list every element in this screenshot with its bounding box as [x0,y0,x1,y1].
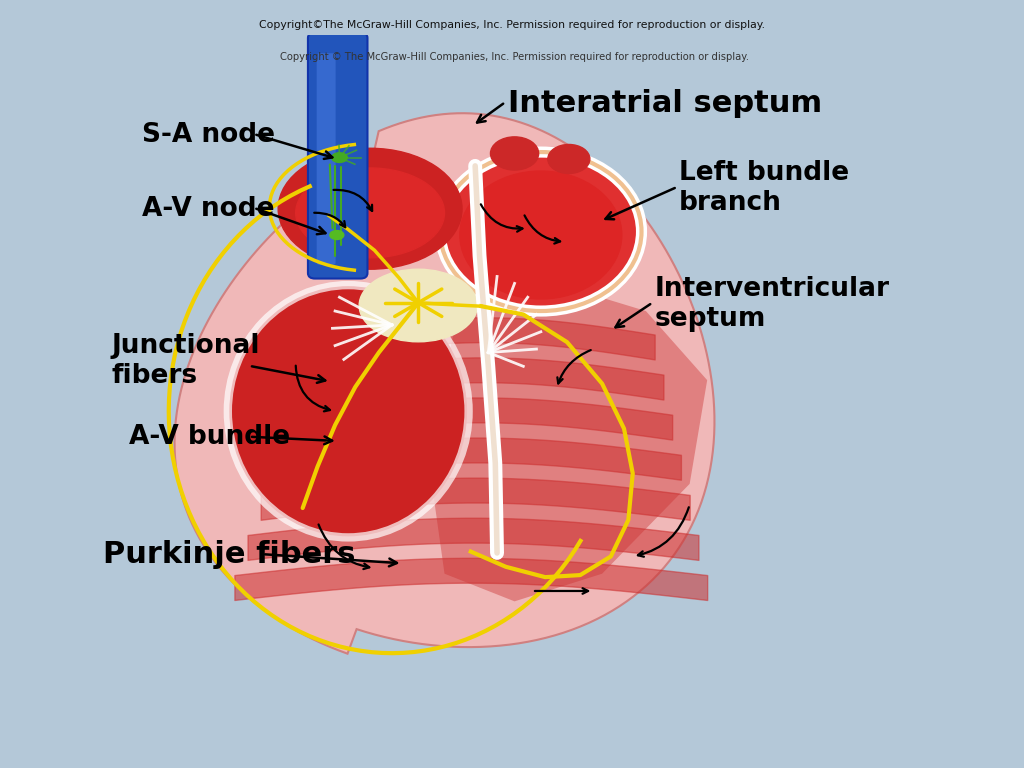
Text: Purkinje fibers: Purkinje fibers [103,540,355,569]
Text: A-V node: A-V node [142,196,275,222]
Ellipse shape [359,270,477,342]
Polygon shape [174,113,715,654]
Ellipse shape [332,153,347,163]
Ellipse shape [296,168,444,258]
Text: Left bundle
branch: Left bundle branch [679,160,849,216]
Ellipse shape [330,230,344,240]
Text: S-A node: S-A node [142,122,275,147]
Text: Interatrial septum: Interatrial septum [508,89,821,118]
Ellipse shape [444,155,637,308]
FancyBboxPatch shape [308,32,368,279]
Ellipse shape [279,148,462,270]
Ellipse shape [230,286,466,536]
Ellipse shape [315,31,360,45]
Text: Copyright © The McGraw-Hill Companies, Inc. Permission required for reproduction: Copyright © The McGraw-Hill Companies, I… [280,51,750,61]
Text: Interventricular
septum: Interventricular septum [654,276,890,332]
Polygon shape [427,276,708,601]
Ellipse shape [490,137,539,170]
Ellipse shape [548,144,590,174]
FancyBboxPatch shape [316,53,336,265]
Text: Copyright©The McGraw-Hill Companies, Inc. Permission required for reproduction o: Copyright©The McGraw-Hill Companies, Inc… [259,19,765,30]
Ellipse shape [460,171,622,299]
Text: Junctional
fibers: Junctional fibers [112,333,260,389]
Text: A-V bundle: A-V bundle [129,424,291,450]
